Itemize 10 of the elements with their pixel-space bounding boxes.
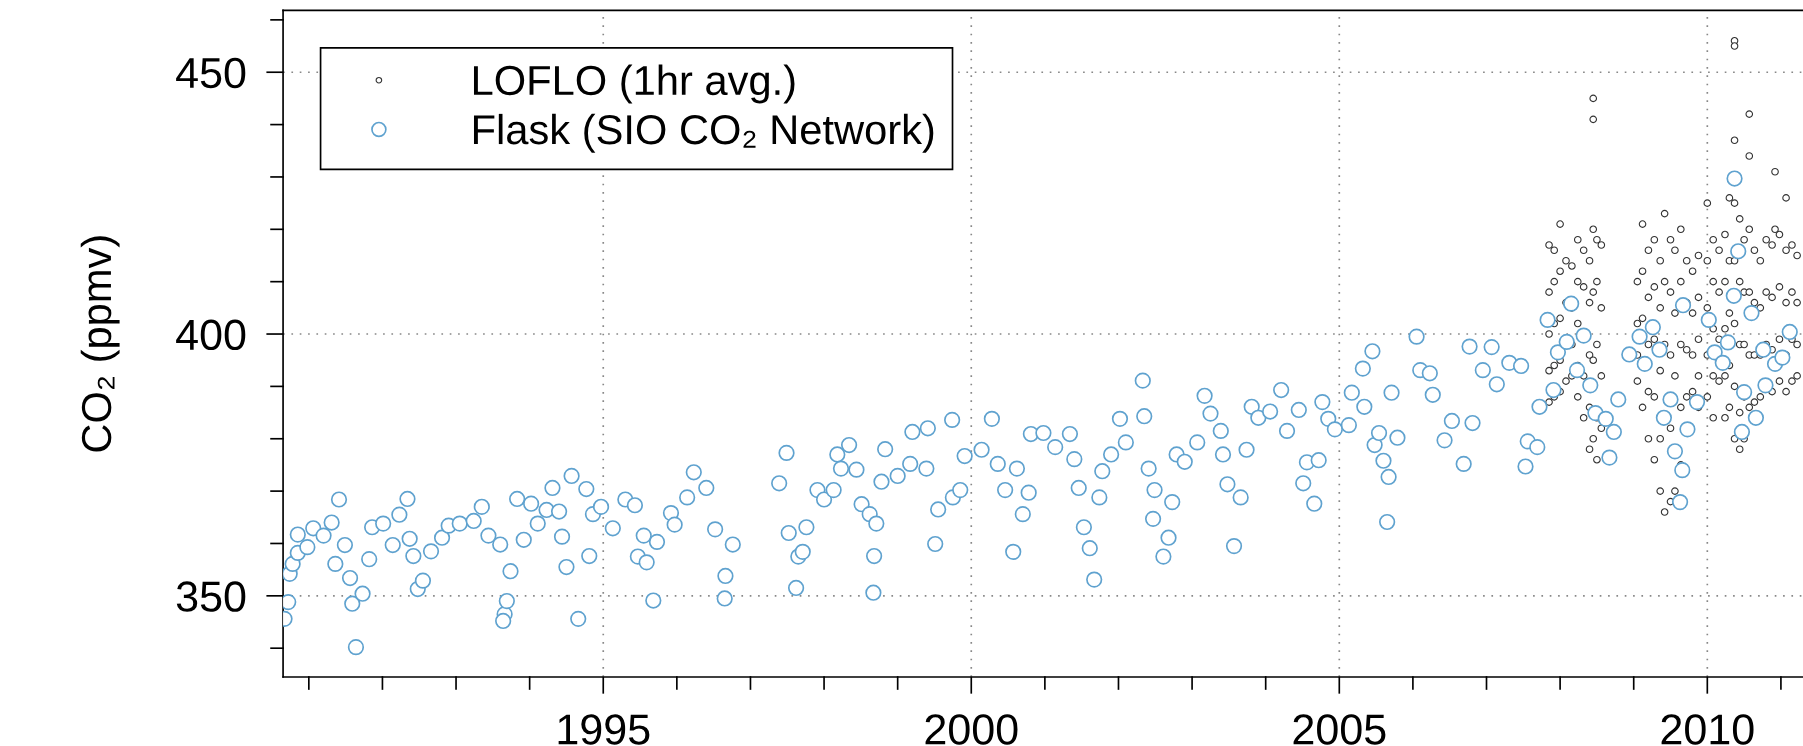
legend-label: Flask (SIO CO₂ Network)	[473, 113, 934, 153]
x-tick-label: 2000	[925, 714, 1018, 745]
x-tick-label: 2010	[1661, 714, 1754, 745]
x-tick-label: 1995	[558, 714, 650, 745]
x-tick-label: 2005	[1293, 714, 1386, 745]
y-tick-label: 350	[176, 581, 246, 612]
legend-label: LOFLO (1hr avg.)	[473, 64, 795, 104]
y-axis-title: CO₂ (ppmv)	[80, 236, 120, 452]
y-tick-label: 400	[176, 319, 246, 351]
y-tick-label: 450	[176, 57, 246, 89]
